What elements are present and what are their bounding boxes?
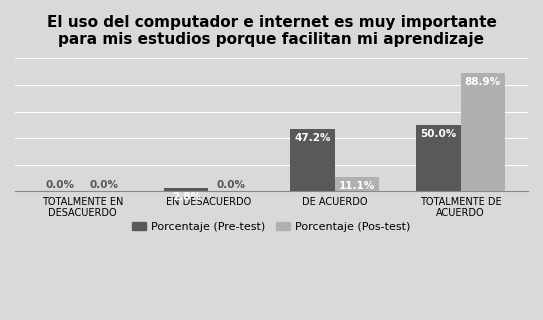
Text: 0.0%: 0.0% [46,180,75,190]
Legend: Porcentaje (Pre-test), Porcentaje (Pos-test): Porcentaje (Pre-test), Porcentaje (Pos-t… [128,217,415,236]
Title: El uso del computador e internet es muy importante
para mis estudios porque faci: El uso del computador e internet es muy … [47,15,496,47]
Bar [291,129,334,191]
Text: 0.0%: 0.0% [90,180,119,190]
Text: 47.2%: 47.2% [294,132,331,142]
Bar [165,188,209,191]
Text: 11.1%: 11.1% [338,180,375,190]
Text: 50.0%: 50.0% [420,129,457,139]
Bar [416,125,460,191]
Text: 88.9%: 88.9% [465,77,501,87]
Bar [460,73,504,191]
Bar [334,177,378,191]
Text: 0.0%: 0.0% [216,180,245,190]
Text: 2.8%: 2.8% [172,192,201,202]
